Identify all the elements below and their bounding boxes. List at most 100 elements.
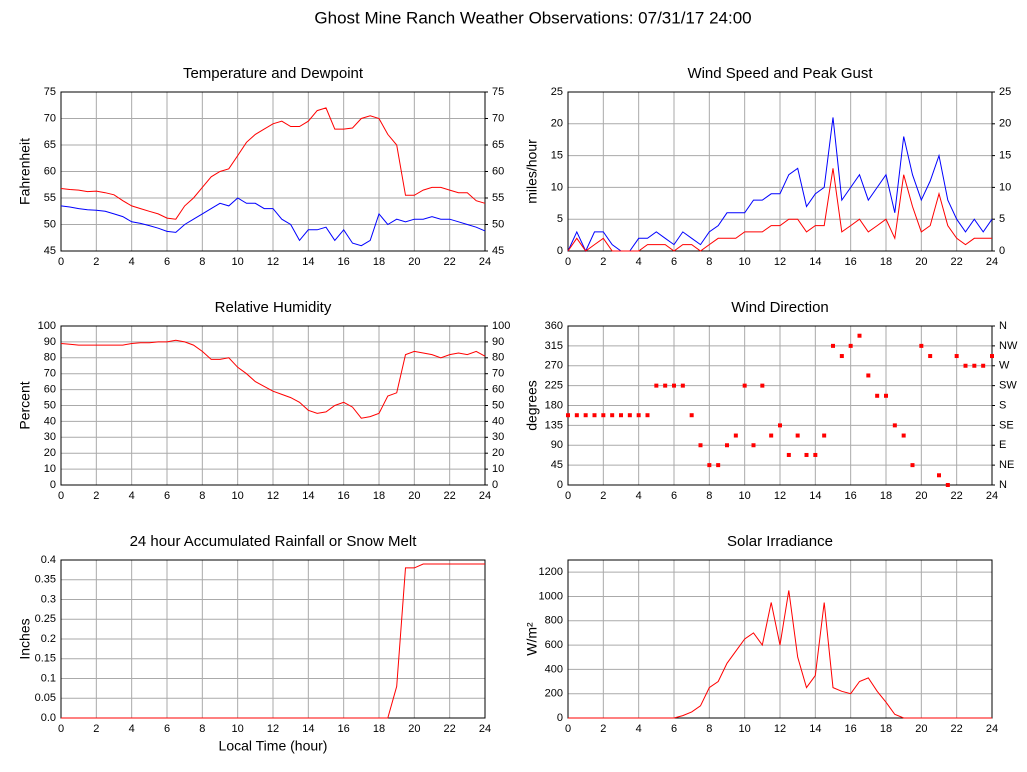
series-line xyxy=(61,563,485,719)
x-tick-label: 20 xyxy=(915,256,927,268)
point xyxy=(627,413,632,418)
point xyxy=(583,413,588,418)
point xyxy=(813,452,818,457)
y-tick-label: 90 xyxy=(44,336,56,348)
x-tick-label: 18 xyxy=(373,723,385,735)
y-tick-label: 75 xyxy=(44,86,56,98)
y-tick-label: 40 xyxy=(44,415,56,427)
x-tick-label: 10 xyxy=(739,256,751,268)
point xyxy=(919,343,924,348)
y2-tick-label: 25 xyxy=(999,86,1011,98)
y-tick-label: 45 xyxy=(551,459,563,471)
x-tick-label: 18 xyxy=(880,490,892,502)
y-tick-label: 135 xyxy=(545,419,563,431)
x-tick-label: 16 xyxy=(845,723,857,735)
point xyxy=(574,413,579,418)
y2-tick-label: 70 xyxy=(492,112,504,124)
point xyxy=(990,354,994,359)
point xyxy=(601,413,606,418)
x-tick-label: 22 xyxy=(951,723,963,735)
y2-tick-label: 20 xyxy=(999,118,1011,130)
x-tick-label: 2 xyxy=(93,256,99,268)
y-tick-label: 25 xyxy=(551,86,563,98)
point xyxy=(795,433,800,438)
point xyxy=(866,373,871,378)
y2-tick-label: 20 xyxy=(492,447,504,459)
chart-title: Solar Irradiance xyxy=(727,533,833,550)
chart-title: Wind Speed and Peak Gust xyxy=(687,65,873,82)
x-tick-label: 2 xyxy=(600,723,606,735)
y-tick-label: 60 xyxy=(44,165,56,177)
y-tick-label: 1000 xyxy=(539,590,563,602)
y-tick-label: 200 xyxy=(545,688,563,700)
x-tick-label: 18 xyxy=(373,490,385,502)
y-tick-label: 800 xyxy=(545,615,563,627)
series-line xyxy=(567,117,993,253)
y-tick-label: 70 xyxy=(44,112,56,124)
x-tick-label: 8 xyxy=(199,723,205,735)
y-tick-label: 0 xyxy=(557,245,563,257)
series-line xyxy=(60,107,486,220)
y-axis-label: W/m² xyxy=(524,622,540,656)
y-axis-label: miles/hour xyxy=(524,139,540,204)
point xyxy=(848,343,853,348)
point xyxy=(857,333,862,338)
x-tick-label: 22 xyxy=(444,723,456,735)
x-tick-label: 20 xyxy=(915,490,927,502)
y-tick-label: 70 xyxy=(44,368,56,380)
x-tick-label: 4 xyxy=(636,256,642,268)
point xyxy=(945,483,950,487)
chart-title: 24 hour Accumulated Rainfall or Snow Mel… xyxy=(130,533,418,550)
y2-tick-label: S xyxy=(999,399,1006,411)
y-tick-label: 45 xyxy=(44,245,56,257)
x-tick-label: 2 xyxy=(93,723,99,735)
y-tick-label: 50 xyxy=(44,218,56,230)
x-tick-label: 4 xyxy=(129,490,135,502)
x-tick-label: 6 xyxy=(164,490,170,502)
point xyxy=(654,383,659,388)
y2-tick-label: N xyxy=(999,320,1007,332)
y2-tick-label: 80 xyxy=(492,352,504,364)
x-tick-label: 4 xyxy=(636,723,642,735)
y-tick-label: 0 xyxy=(557,712,563,724)
point xyxy=(760,383,765,388)
y-tick-label: 65 xyxy=(44,139,56,151)
point xyxy=(680,383,685,388)
x-tick-label: 6 xyxy=(671,490,677,502)
x-tick-label: 0 xyxy=(58,256,64,268)
x-tick-label: 4 xyxy=(636,490,642,502)
point xyxy=(663,383,668,388)
x-tick-label: 10 xyxy=(739,723,751,735)
point xyxy=(839,354,844,359)
y-tick-label: 0.4 xyxy=(41,554,56,566)
x-tick-label: 22 xyxy=(951,490,963,502)
y-tick-label: 80 xyxy=(44,352,56,364)
x-tick-label: 18 xyxy=(880,256,892,268)
x-tick-label: 18 xyxy=(880,723,892,735)
x-axis-label: Local Time (hour) xyxy=(219,738,328,754)
x-tick-label: 2 xyxy=(93,490,99,502)
y2-tick-label: 10 xyxy=(492,463,504,475)
point xyxy=(751,443,756,448)
y-tick-label: 60 xyxy=(44,384,56,396)
x-tick-label: 14 xyxy=(809,490,821,502)
x-tick-label: 6 xyxy=(164,256,170,268)
x-tick-label: 12 xyxy=(267,256,279,268)
x-tick-label: 8 xyxy=(706,490,712,502)
point xyxy=(645,413,650,418)
x-tick-label: 0 xyxy=(58,723,64,735)
x-tick-label: 14 xyxy=(809,256,821,268)
series-line xyxy=(567,168,992,252)
y2-tick-label: E xyxy=(999,439,1006,451)
point xyxy=(804,452,809,457)
y-tick-label: 20 xyxy=(551,118,563,130)
x-tick-label: 24 xyxy=(479,723,491,735)
point xyxy=(831,343,835,348)
plot-frame xyxy=(567,559,993,719)
x-tick-label: 20 xyxy=(915,723,927,735)
x-tick-label: 14 xyxy=(302,256,314,268)
y-tick-label: 20 xyxy=(44,447,56,459)
x-tick-label: 2 xyxy=(600,256,606,268)
point xyxy=(619,413,623,418)
y2-tick-label: NE xyxy=(999,459,1014,471)
